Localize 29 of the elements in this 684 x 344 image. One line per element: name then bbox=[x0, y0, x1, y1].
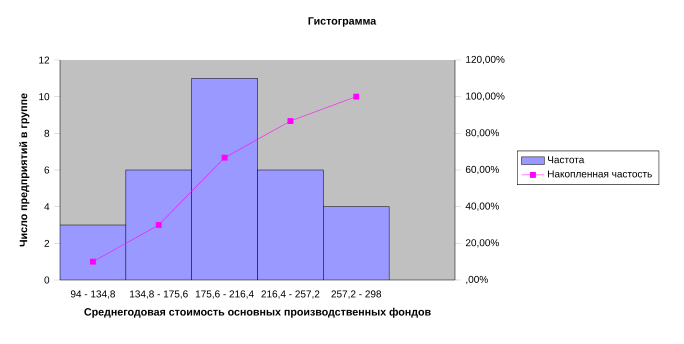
x-tick-label: 216,4 - 257,2 bbox=[261, 290, 320, 299]
y-tick-label: 12 bbox=[39, 56, 50, 64]
point bbox=[90, 258, 96, 265]
x-axis-title: Среднегодовая стоимость основных производственных фондов bbox=[84, 308, 431, 318]
legend-label: Частота bbox=[548, 156, 584, 164]
point bbox=[156, 222, 162, 228]
point bbox=[353, 94, 360, 100]
y-tick-label: 4 bbox=[44, 203, 50, 210]
y2-tick-label: 60,00% bbox=[466, 166, 499, 174]
x-tick-label: 94 - 134,8 bbox=[70, 290, 115, 299]
y2-tick-label: 20,00% bbox=[466, 239, 499, 248]
x-tick-label: 134,8 - 175,6 bbox=[130, 290, 188, 299]
y2-tick-label: 80,00% bbox=[466, 129, 499, 138]
y-tick-label: 10 bbox=[39, 93, 50, 100]
y2-tick-label: 120,00% bbox=[466, 56, 505, 64]
point bbox=[287, 118, 294, 124]
y2-tick-label: ,00% bbox=[466, 276, 488, 284]
y-tick-label: 8 bbox=[44, 130, 50, 137]
y-tick-label: 2 bbox=[44, 240, 50, 247]
y2-tick-label: 40,00% bbox=[466, 202, 499, 211]
point bbox=[222, 154, 228, 161]
legend-label: Накопленная частость bbox=[548, 170, 652, 178]
y-tick-label: 6 bbox=[44, 166, 50, 174]
x-tick-label: 257,2 - 298 bbox=[331, 290, 382, 299]
y-axis-title: Число предприятий в группе bbox=[19, 93, 30, 246]
x-tick-label: 175,6 - 216,4 bbox=[196, 290, 254, 299]
y-tick-label: 0 bbox=[44, 276, 50, 284]
y2-tick-label: 100,00% bbox=[466, 92, 505, 101]
chart-title: Гистограмма bbox=[308, 17, 376, 27]
